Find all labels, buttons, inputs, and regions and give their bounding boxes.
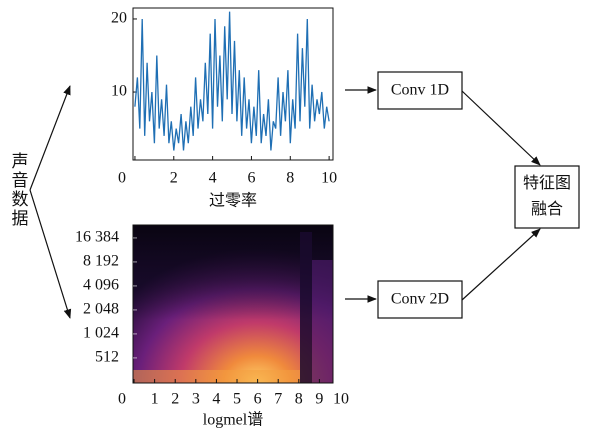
input-label: 声音数据 xyxy=(9,152,29,228)
data-line xyxy=(134,11,330,151)
x-tick-label: 8 xyxy=(295,391,303,408)
x-tick-label: 10 xyxy=(333,391,349,408)
y-tick-label: 8 192 xyxy=(83,253,119,270)
node-box xyxy=(514,165,580,229)
x-tick-label: 4 xyxy=(212,391,220,408)
node-label: 特征图融合 xyxy=(523,174,571,218)
x-tick-label: 0 xyxy=(118,170,126,187)
x-axis-label: logmel谱 xyxy=(203,411,263,429)
x-tick-label: 6 xyxy=(254,391,262,408)
x-tick-label: 9 xyxy=(315,391,323,408)
x-tick-label: 5 xyxy=(233,391,241,408)
y-tick-label: 20 xyxy=(111,10,127,27)
arrow xyxy=(461,228,541,301)
y-tick-label: 4 096 xyxy=(83,277,119,294)
plot-frame xyxy=(132,7,334,161)
arrow xyxy=(29,189,72,319)
y-tick-label: 2 048 xyxy=(83,301,119,318)
node-label: Conv 2D xyxy=(391,291,449,308)
y-tick-label: 16 384 xyxy=(75,229,119,246)
node-box xyxy=(377,71,463,110)
x-tick-label: 7 xyxy=(274,391,282,408)
node-label: Conv 1D xyxy=(391,82,449,99)
y-tick-label: 10 xyxy=(111,83,127,100)
spectrogram xyxy=(132,224,334,384)
x-tick-label: 2 xyxy=(171,391,179,408)
y-tick-label: 512 xyxy=(95,349,119,366)
x-tick-label: 8 xyxy=(286,170,294,187)
x-tick-label: 2 xyxy=(170,170,178,187)
x-tick-label: 4 xyxy=(209,170,217,187)
arrow xyxy=(29,85,71,191)
x-tick-label: 3 xyxy=(192,391,200,408)
x-tick-label: 6 xyxy=(247,170,255,187)
arrow xyxy=(461,90,541,166)
x-tick-label: 10 xyxy=(321,170,337,187)
x-tick-label: 1 xyxy=(151,391,159,408)
y-tick-label: 1 024 xyxy=(83,325,119,342)
x-tick-label: 0 xyxy=(118,391,126,408)
x-axis-label: 过零率 xyxy=(209,192,257,210)
